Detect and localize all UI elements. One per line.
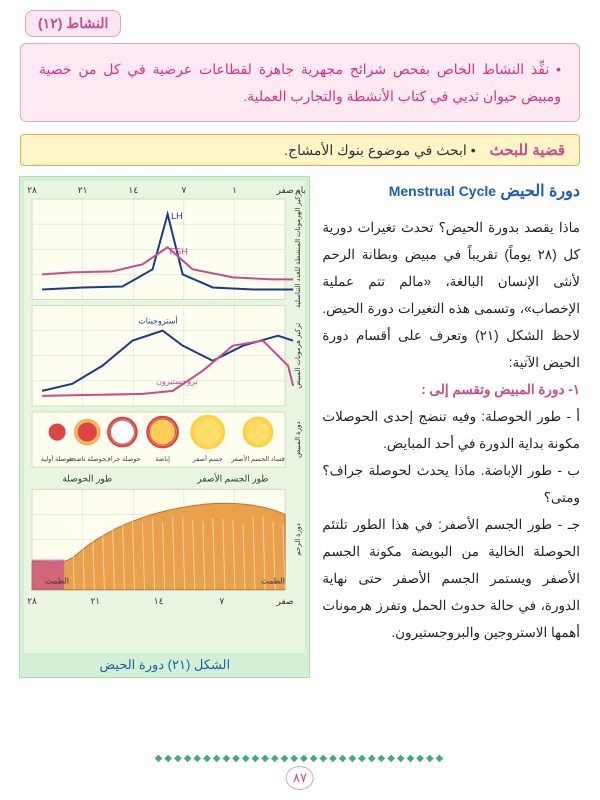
svg-text:حوصلة ناضجة: حوصلة ناضجة bbox=[69, 455, 106, 463]
svg-text:١: ١ bbox=[232, 185, 237, 195]
activity-tab: النشاط (١٢) bbox=[25, 10, 121, 37]
title-ar: دورة الحيض bbox=[501, 183, 580, 200]
svg-text:FSH: FSH bbox=[170, 246, 188, 256]
figure-column: ٢٨٢١١٤٧١صفرأيامLHFSHتركيز الهرمونات المن… bbox=[19, 176, 310, 678]
svg-text:٧: ٧ bbox=[220, 596, 225, 606]
svg-text:طور الجسم الأصفر: طور الجسم الأصفر bbox=[197, 472, 269, 484]
svg-text:LH: LH bbox=[171, 211, 183, 221]
research-label: قضية للبحث bbox=[490, 141, 565, 159]
svg-text:٢٨: ٢٨ bbox=[27, 596, 37, 606]
svg-text:الطمث: الطمث bbox=[45, 577, 69, 586]
figure-caption: الشكل (٢١) دورة الحيض bbox=[24, 657, 305, 673]
svg-text:حوصلة جراف: حوصلة جراف bbox=[104, 455, 141, 463]
activity-box: • نفِّذ النشاط الخاص بفحص شرائح مجهرية ج… bbox=[20, 43, 580, 122]
section-1-head: ١- دورة المبيض وتقسم إلى : bbox=[322, 376, 580, 403]
svg-text:بروجستيرون: بروجستيرون bbox=[156, 377, 198, 386]
svg-text:دورة الرحم: دورة الرحم bbox=[294, 523, 302, 556]
ornament: ◆◆◆◆◆◆◆◆◆◆◆◆◆◆◆◆◆◆◆◆◆◆◆◆◆◆◆◆◆◆ bbox=[155, 753, 446, 764]
svg-text:٢٨: ٢٨ bbox=[27, 185, 37, 195]
svg-text:الطمث: الطمث bbox=[261, 577, 285, 586]
item-c: جـ - طور الجسم الأصفر: في هذا الطور تلتئ… bbox=[322, 511, 580, 646]
svg-text:أستروجينات: أستروجينات bbox=[138, 315, 177, 326]
research-text: • ابحث في موضوع بنوك الأمشاج. bbox=[284, 142, 475, 159]
page-number: ٨٧ bbox=[286, 766, 314, 790]
item-b: ب - طور الإباضة. ماذا يحدث لحوصلة جراف؟ … bbox=[322, 457, 580, 511]
svg-text:٢١: ٢١ bbox=[91, 596, 101, 606]
body-pre: ماذا يقصد بدورة الحيض؟ تحدث تغيرات دورية… bbox=[322, 214, 580, 376]
svg-text:صفر: صفر bbox=[276, 185, 294, 196]
svg-text:دورة المبيض: دورة المبيض bbox=[294, 422, 302, 459]
svg-text:١٤: ١٤ bbox=[154, 596, 164, 606]
svg-text:٢١: ٢١ bbox=[78, 185, 88, 195]
research-box: قضية للبحث • ابحث في موضوع بنوك الأمشاج. bbox=[20, 134, 580, 166]
svg-text:طور الحوصلة: طور الحوصلة bbox=[63, 473, 113, 484]
svg-text:تركيز هرمونات المبيض: تركيز هرمونات المبيض bbox=[294, 323, 302, 389]
text-column: دورة الحيض Menstrual Cycle ماذا يقصد بدو… bbox=[322, 176, 580, 646]
svg-text:إباضة: إباضة bbox=[155, 455, 170, 463]
item-a: أ - طور الحوصلة: وفيه تنضج إحدى الحوصلات… bbox=[322, 403, 580, 457]
menstrual-chart: ٢٨٢١١٤٧١صفرأيامLHFSHتركيز الهرمونات المن… bbox=[24, 181, 305, 653]
svg-text:١٤: ١٤ bbox=[129, 185, 139, 195]
svg-text:٧: ٧ bbox=[182, 185, 187, 195]
page-footer: ◆◆◆◆◆◆◆◆◆◆◆◆◆◆◆◆◆◆◆◆◆◆◆◆◆◆◆◆◆◆ ٨٧ bbox=[155, 753, 446, 792]
svg-text:تركيز الهرمونات المنشطة للغدد: تركيز الهرمونات المنشطة للغدد التناسلية bbox=[294, 191, 302, 308]
svg-text:صفر: صفر bbox=[276, 596, 294, 607]
section-title: دورة الحيض Menstrual Cycle bbox=[322, 176, 580, 208]
title-en: Menstrual Cycle bbox=[389, 183, 496, 199]
